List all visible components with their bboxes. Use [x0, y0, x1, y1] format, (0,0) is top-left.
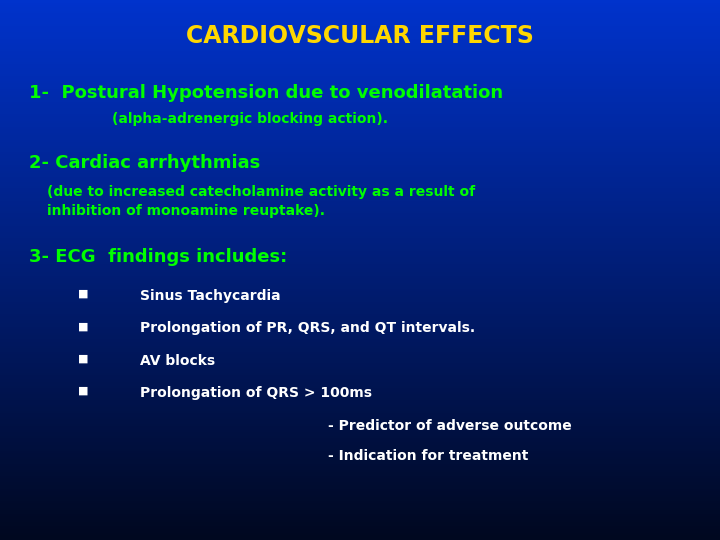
Text: Prolongation of QRS > 100ms: Prolongation of QRS > 100ms — [140, 386, 372, 400]
Text: Prolongation of PR, QRS, and QT intervals.: Prolongation of PR, QRS, and QT interval… — [140, 321, 475, 335]
Text: ■: ■ — [78, 354, 88, 364]
Text: - Predictor of adverse outcome: - Predictor of adverse outcome — [328, 418, 572, 433]
Text: (due to increased catecholamine activity as a result of
inhibition of monoamine : (due to increased catecholamine activity… — [47, 185, 475, 218]
Text: 1-  Postural Hypotension due to venodilatation: 1- Postural Hypotension due to venodilat… — [29, 84, 503, 102]
Text: ■: ■ — [78, 386, 88, 396]
Text: Sinus Tachycardia: Sinus Tachycardia — [140, 289, 281, 303]
Text: ■: ■ — [78, 289, 88, 299]
Text: 2- Cardiac arrhythmias: 2- Cardiac arrhythmias — [29, 154, 260, 172]
Text: CARDIOVSCULAR EFFECTS: CARDIOVSCULAR EFFECTS — [186, 24, 534, 48]
Text: AV blocks: AV blocks — [140, 354, 215, 368]
Text: (alpha-adrenergic blocking action).: (alpha-adrenergic blocking action). — [112, 112, 387, 126]
Text: 3- ECG  findings includes:: 3- ECG findings includes: — [29, 248, 287, 266]
Text: ■: ■ — [78, 321, 88, 332]
Text: - Indication for treatment: - Indication for treatment — [328, 449, 528, 463]
